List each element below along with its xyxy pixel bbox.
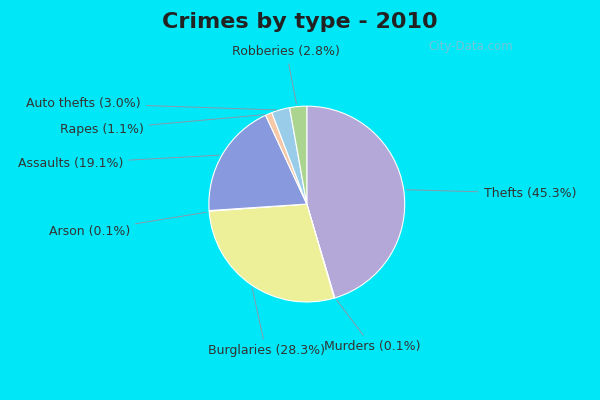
Wedge shape bbox=[266, 113, 307, 204]
Wedge shape bbox=[307, 204, 335, 298]
Wedge shape bbox=[209, 115, 307, 210]
Text: City-Data.com: City-Data.com bbox=[428, 40, 513, 53]
Wedge shape bbox=[307, 106, 405, 298]
Wedge shape bbox=[272, 108, 307, 204]
Text: Auto thefts (3.0%): Auto thefts (3.0%) bbox=[26, 97, 277, 110]
Text: Murders (0.1%): Murders (0.1%) bbox=[324, 300, 421, 353]
Text: Arson (0.1%): Arson (0.1%) bbox=[49, 212, 206, 238]
Wedge shape bbox=[290, 106, 307, 204]
Text: Thefts (45.3%): Thefts (45.3%) bbox=[406, 187, 576, 200]
Text: Rapes (1.1%): Rapes (1.1%) bbox=[60, 114, 265, 136]
Text: Assaults (19.1%): Assaults (19.1%) bbox=[18, 155, 219, 170]
Wedge shape bbox=[209, 204, 334, 302]
Text: Burglaries (28.3%): Burglaries (28.3%) bbox=[208, 288, 325, 358]
Text: Robberies (2.8%): Robberies (2.8%) bbox=[232, 45, 340, 104]
Wedge shape bbox=[209, 204, 307, 211]
Text: Crimes by type - 2010: Crimes by type - 2010 bbox=[162, 12, 438, 32]
